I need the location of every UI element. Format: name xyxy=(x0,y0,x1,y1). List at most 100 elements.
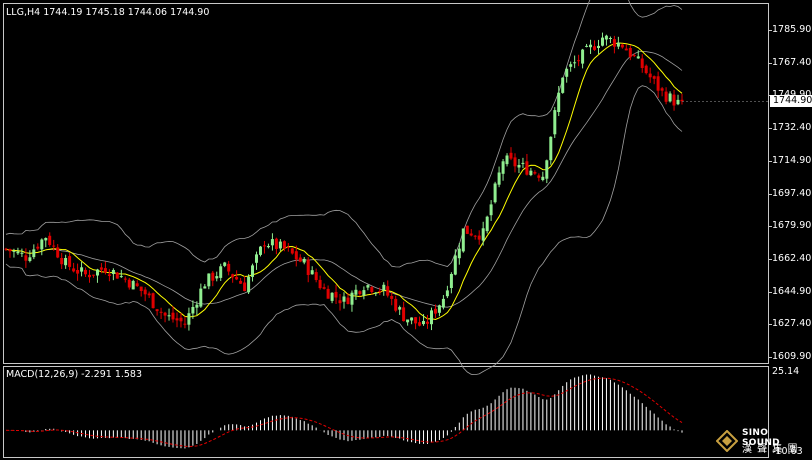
candle-body xyxy=(676,99,680,105)
moving-average-line xyxy=(5,42,683,321)
candle-body xyxy=(24,255,28,261)
candle-body xyxy=(350,292,354,305)
candle-body xyxy=(549,136,553,161)
candle-body xyxy=(56,247,60,258)
sino-sound-watermark: SINO SOUND 漢 聲 集 團 xyxy=(716,426,808,458)
ohlc-values: 1744.19 1745.18 1744.06 1744.90 xyxy=(43,7,210,18)
candle-body xyxy=(247,276,251,293)
candle-body xyxy=(426,321,429,324)
candle-body xyxy=(533,172,537,174)
candle-body xyxy=(131,280,135,290)
candle-body xyxy=(223,262,227,266)
price-axis-label: 1785.90 xyxy=(772,24,812,35)
candle-body xyxy=(52,245,56,247)
macd-pane[interactable] xyxy=(3,366,769,458)
price-axis-tick xyxy=(769,291,772,293)
price-axis-label: 1609.90 xyxy=(772,351,812,362)
candle-body xyxy=(215,276,219,279)
candle-body xyxy=(664,91,668,102)
candle-body xyxy=(569,64,573,67)
candle-body xyxy=(557,92,561,112)
candle-body xyxy=(390,296,394,299)
candle-body xyxy=(20,252,24,254)
candle-body xyxy=(398,307,402,310)
price-axis-label: 1662.40 xyxy=(772,252,812,264)
candle-body xyxy=(577,60,581,62)
candle-body xyxy=(199,288,203,307)
candle-body xyxy=(322,287,326,289)
candle-body xyxy=(668,93,672,102)
price-axis-tick xyxy=(769,193,772,195)
candle-body xyxy=(616,42,620,47)
price-axis-tick xyxy=(769,160,772,162)
candle-body xyxy=(505,155,509,165)
candle-body xyxy=(111,270,115,274)
symbol-label: LLG,H4 xyxy=(6,7,41,18)
candle-body xyxy=(680,99,684,102)
candle-body xyxy=(573,62,577,64)
candle-body xyxy=(553,110,557,135)
candle-body xyxy=(545,160,549,179)
candle-body xyxy=(612,39,616,47)
candle-body xyxy=(656,76,660,91)
candle-body xyxy=(334,291,338,298)
candle-body xyxy=(477,235,481,240)
candle-body xyxy=(219,266,223,278)
candle-body xyxy=(370,287,374,292)
candle-body xyxy=(290,248,294,254)
candle-body xyxy=(430,310,433,325)
candle-body xyxy=(88,274,91,278)
candle-body xyxy=(266,246,270,248)
candle-body xyxy=(537,175,541,178)
candle-body xyxy=(517,165,521,168)
price-axis-tick xyxy=(769,30,772,31)
candle-body xyxy=(282,241,286,249)
candle-body xyxy=(135,283,139,287)
candle-body xyxy=(103,268,107,273)
candle-body xyxy=(310,270,314,275)
macd-axis-bottom: -10.63 xyxy=(772,446,803,457)
candle-body xyxy=(346,297,350,304)
bollinger-lower-band xyxy=(5,85,683,376)
candle-body xyxy=(362,290,366,296)
candle-body xyxy=(513,157,517,167)
candle-body xyxy=(211,272,215,281)
candle-body xyxy=(302,258,306,263)
candle-body xyxy=(465,225,469,234)
candle-body xyxy=(457,248,461,259)
candle-body xyxy=(636,56,640,59)
candle-body xyxy=(597,45,600,48)
price-axis-label: 1644.90 xyxy=(772,285,812,297)
candle-body xyxy=(139,286,143,291)
candle-body xyxy=(28,257,32,261)
candle-body xyxy=(529,170,533,176)
bollinger-middle-band xyxy=(5,50,683,308)
candle-body xyxy=(497,172,501,185)
price-axis-tick xyxy=(769,324,772,326)
macd-axis-top: 25.14 xyxy=(772,366,800,377)
candle-body xyxy=(620,44,624,48)
candle-body xyxy=(314,272,318,280)
price-axis-tick xyxy=(769,357,772,358)
candle-body xyxy=(382,284,386,291)
candle-body xyxy=(648,73,652,78)
candle-body xyxy=(628,48,632,58)
candle-body xyxy=(127,279,131,288)
price-axis-tick xyxy=(769,258,772,260)
candle-body xyxy=(330,292,334,301)
candle-body xyxy=(274,238,278,249)
candle-body xyxy=(501,161,505,174)
price-axis-label: 1714.90 xyxy=(772,154,812,166)
candle-body xyxy=(203,286,207,289)
candle-body xyxy=(171,312,175,320)
candle-body xyxy=(318,279,322,289)
price-chart-pane[interactable] xyxy=(3,3,769,364)
price-axis-tick xyxy=(769,226,772,228)
candle-body xyxy=(406,319,410,323)
candle-body xyxy=(96,269,99,276)
candle-body xyxy=(187,313,191,325)
candle-body xyxy=(294,251,298,260)
candle-body xyxy=(342,296,346,302)
